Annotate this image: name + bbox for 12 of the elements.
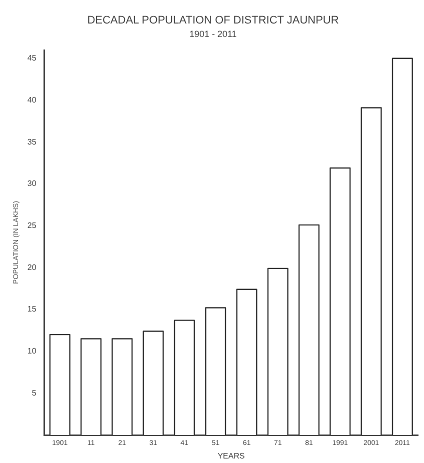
y-tick-label: 10 (27, 346, 37, 356)
x-axis-title: YEARS (218, 451, 245, 460)
y-tick-label: 20 (27, 262, 37, 272)
chart-subtitle: 1901 - 2011 (189, 29, 237, 40)
y-tick-label: 35 (27, 137, 37, 146)
y-tick-label: 30 (27, 179, 37, 188)
y-tick-label: 40 (27, 95, 37, 104)
y-tick-label: 5 (32, 388, 37, 398)
y-tick-label: 25 (27, 220, 37, 230)
chart-title: DECADAL POPULATION OF DISTRICT JAUNPUR (87, 14, 339, 27)
y-tick-label: 15 (27, 304, 37, 314)
y-tick-label: 45 (27, 54, 37, 63)
